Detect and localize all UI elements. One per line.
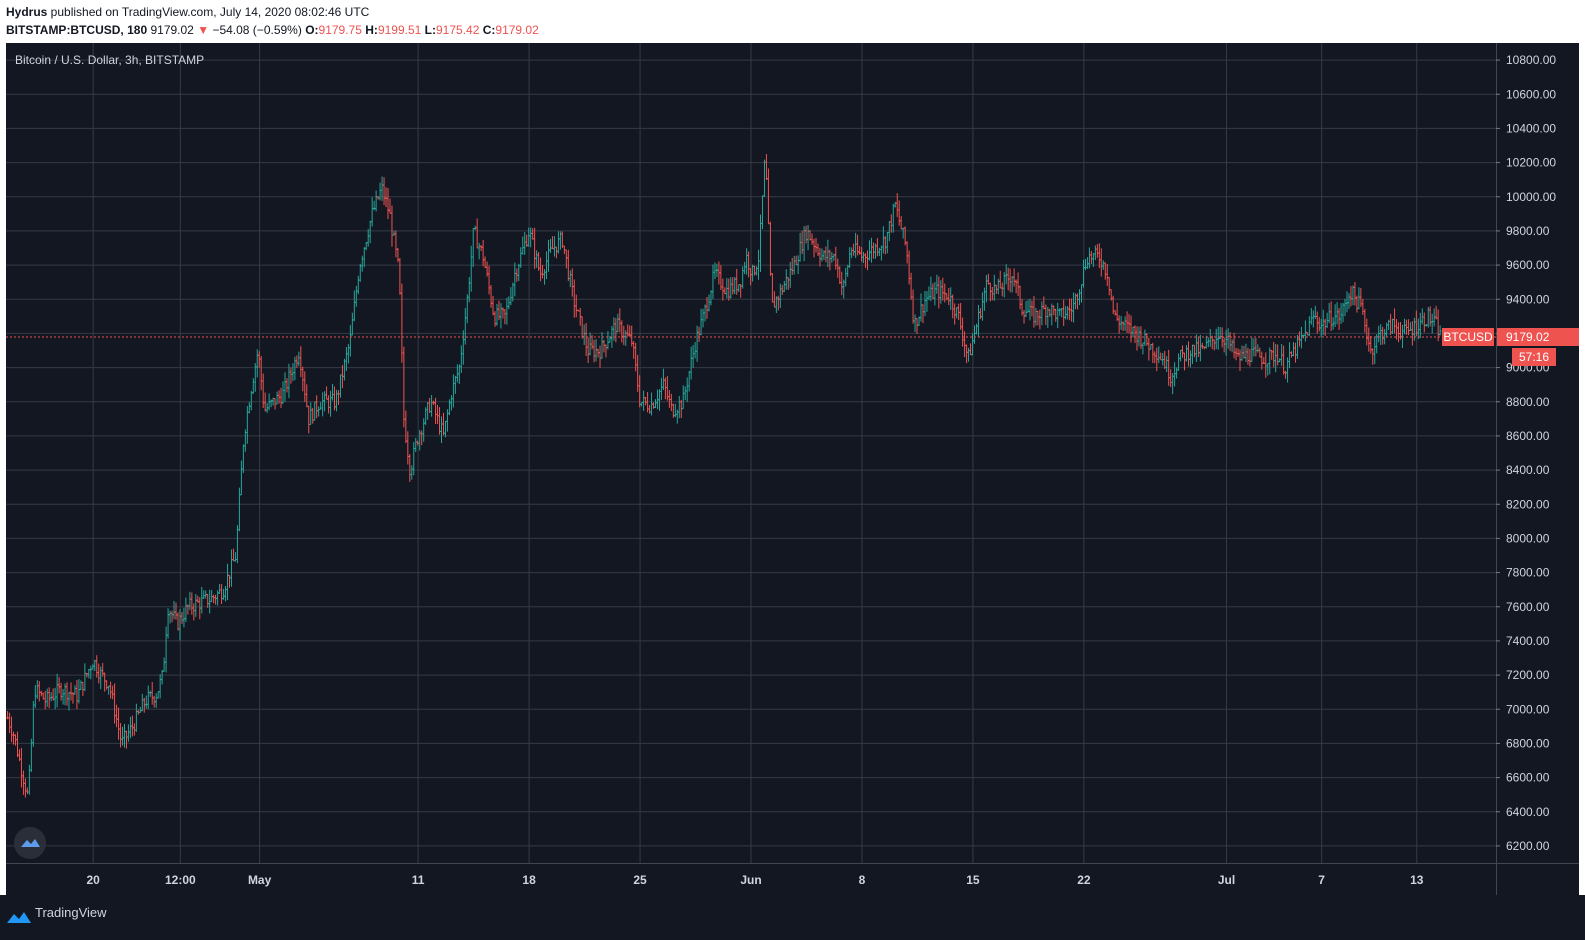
x-tick-label: May <box>248 873 272 887</box>
y-tick-label: 10600.00 <box>1506 87 1556 101</box>
y-tick-label: 6200.00 <box>1506 839 1550 853</box>
x-tick-label: 25 <box>633 873 647 887</box>
countdown-label: 57:16 <box>1519 350 1549 364</box>
change-arrow-icon: ▼ <box>197 23 210 37</box>
x-tick-label: 12:00 <box>165 873 196 887</box>
y-tick-label: 7400.00 <box>1506 634 1550 648</box>
chart-pane[interactable]: 10800.00 10600.00 10400.00 10200.00 10000.00… <box>6 43 1579 895</box>
y-tick-label: 7800.00 <box>1506 566 1550 580</box>
publish-info: Hydrus published on TradingView.com, Jul… <box>6 5 369 19</box>
y-tick-label: 8800.00 <box>1506 395 1550 409</box>
x-tick-label: Jun <box>740 873 761 887</box>
low-value: 9175.42 <box>436 23 480 37</box>
published-text: published on TradingView.com, July 14, 2… <box>47 5 370 19</box>
y-tick-label: 9600.00 <box>1506 258 1550 272</box>
close-label: C: <box>482 23 496 37</box>
x-tick-label: 18 <box>522 873 536 887</box>
last-price-value-label: 9179.02 <box>1506 330 1550 344</box>
y-tick-label: 8200.00 <box>1506 497 1550 511</box>
chart-title: Bitcoin / U.S. Dollar, 3h, BITSTAMP <box>15 53 205 67</box>
tradingview-badge-icon[interactable] <box>14 827 46 859</box>
tradingview-logo-icon[interactable] <box>6 907 32 927</box>
high-value: 9199.51 <box>377 23 422 37</box>
last-price-symbol-box <box>1442 328 1494 347</box>
y-tick-label: 10400.00 <box>1506 121 1556 135</box>
y-tick-label: 6600.00 <box>1506 771 1550 785</box>
close-value: 9179.02 <box>495 23 539 37</box>
y-tick-label: 7600.00 <box>1506 600 1550 614</box>
footer-brand[interactable]: TradingView <box>35 905 107 920</box>
ohlc-legend: BITSTAMP:BTCUSD, 180 9179.02 ▼ −54.08 (−… <box>6 23 539 37</box>
x-tick-label: 11 <box>412 873 425 887</box>
price-change: −54.08 (−0.59%) <box>212 23 302 37</box>
chart-header: Hydrus published on TradingView.com, Jul… <box>0 0 1585 44</box>
x-tick-label: 8 <box>859 873 866 887</box>
y-tick-label: 9800.00 <box>1506 224 1550 238</box>
y-tick-label: 10000.00 <box>1506 190 1556 204</box>
x-tick-label: 15 <box>966 873 980 887</box>
low-label: L: <box>424 23 436 37</box>
last-price: 9179.02 <box>150 23 194 37</box>
x-tick-label: 20 <box>87 873 101 887</box>
x-tick-label: 22 <box>1077 873 1091 887</box>
y-tick-label: 9400.00 <box>1506 292 1550 306</box>
publisher-name[interactable]: Hydrus <box>6 5 48 19</box>
y-tick-label: 8000.00 <box>1506 531 1550 545</box>
symbol-label[interactable]: BITSTAMP:BTCUSD, 180 <box>6 23 148 37</box>
x-tick-label: 7 <box>1318 873 1325 887</box>
last-price-value-box <box>1497 328 1579 347</box>
y-tick-label: 8400.00 <box>1506 463 1550 477</box>
y-tick-label: 8600.00 <box>1506 429 1550 443</box>
candlestick-chart[interactable]: 10800.00 10600.00 10400.00 10200.00 10000.00… <box>6 43 1579 895</box>
y-tick-label: 7200.00 <box>1506 668 1550 682</box>
countdown-box <box>1512 348 1556 367</box>
y-tick-label: 7000.00 <box>1506 702 1550 716</box>
last-price-symbol-label: BTCUSD <box>1443 330 1493 344</box>
open-value: 9179.75 <box>318 23 362 37</box>
x-tick-label: Jul <box>1218 873 1235 887</box>
high-label: H: <box>365 23 378 37</box>
y-tick-label: 6800.00 <box>1506 736 1550 750</box>
x-tick-label: 13 <box>1410 873 1424 887</box>
open-label: O: <box>305 23 319 37</box>
y-tick-label: 10200.00 <box>1506 156 1556 170</box>
footer: TradingView <box>0 895 1585 940</box>
y-tick-label: 10800.00 <box>1506 53 1556 67</box>
y-tick-label: 6400.00 <box>1506 805 1550 819</box>
